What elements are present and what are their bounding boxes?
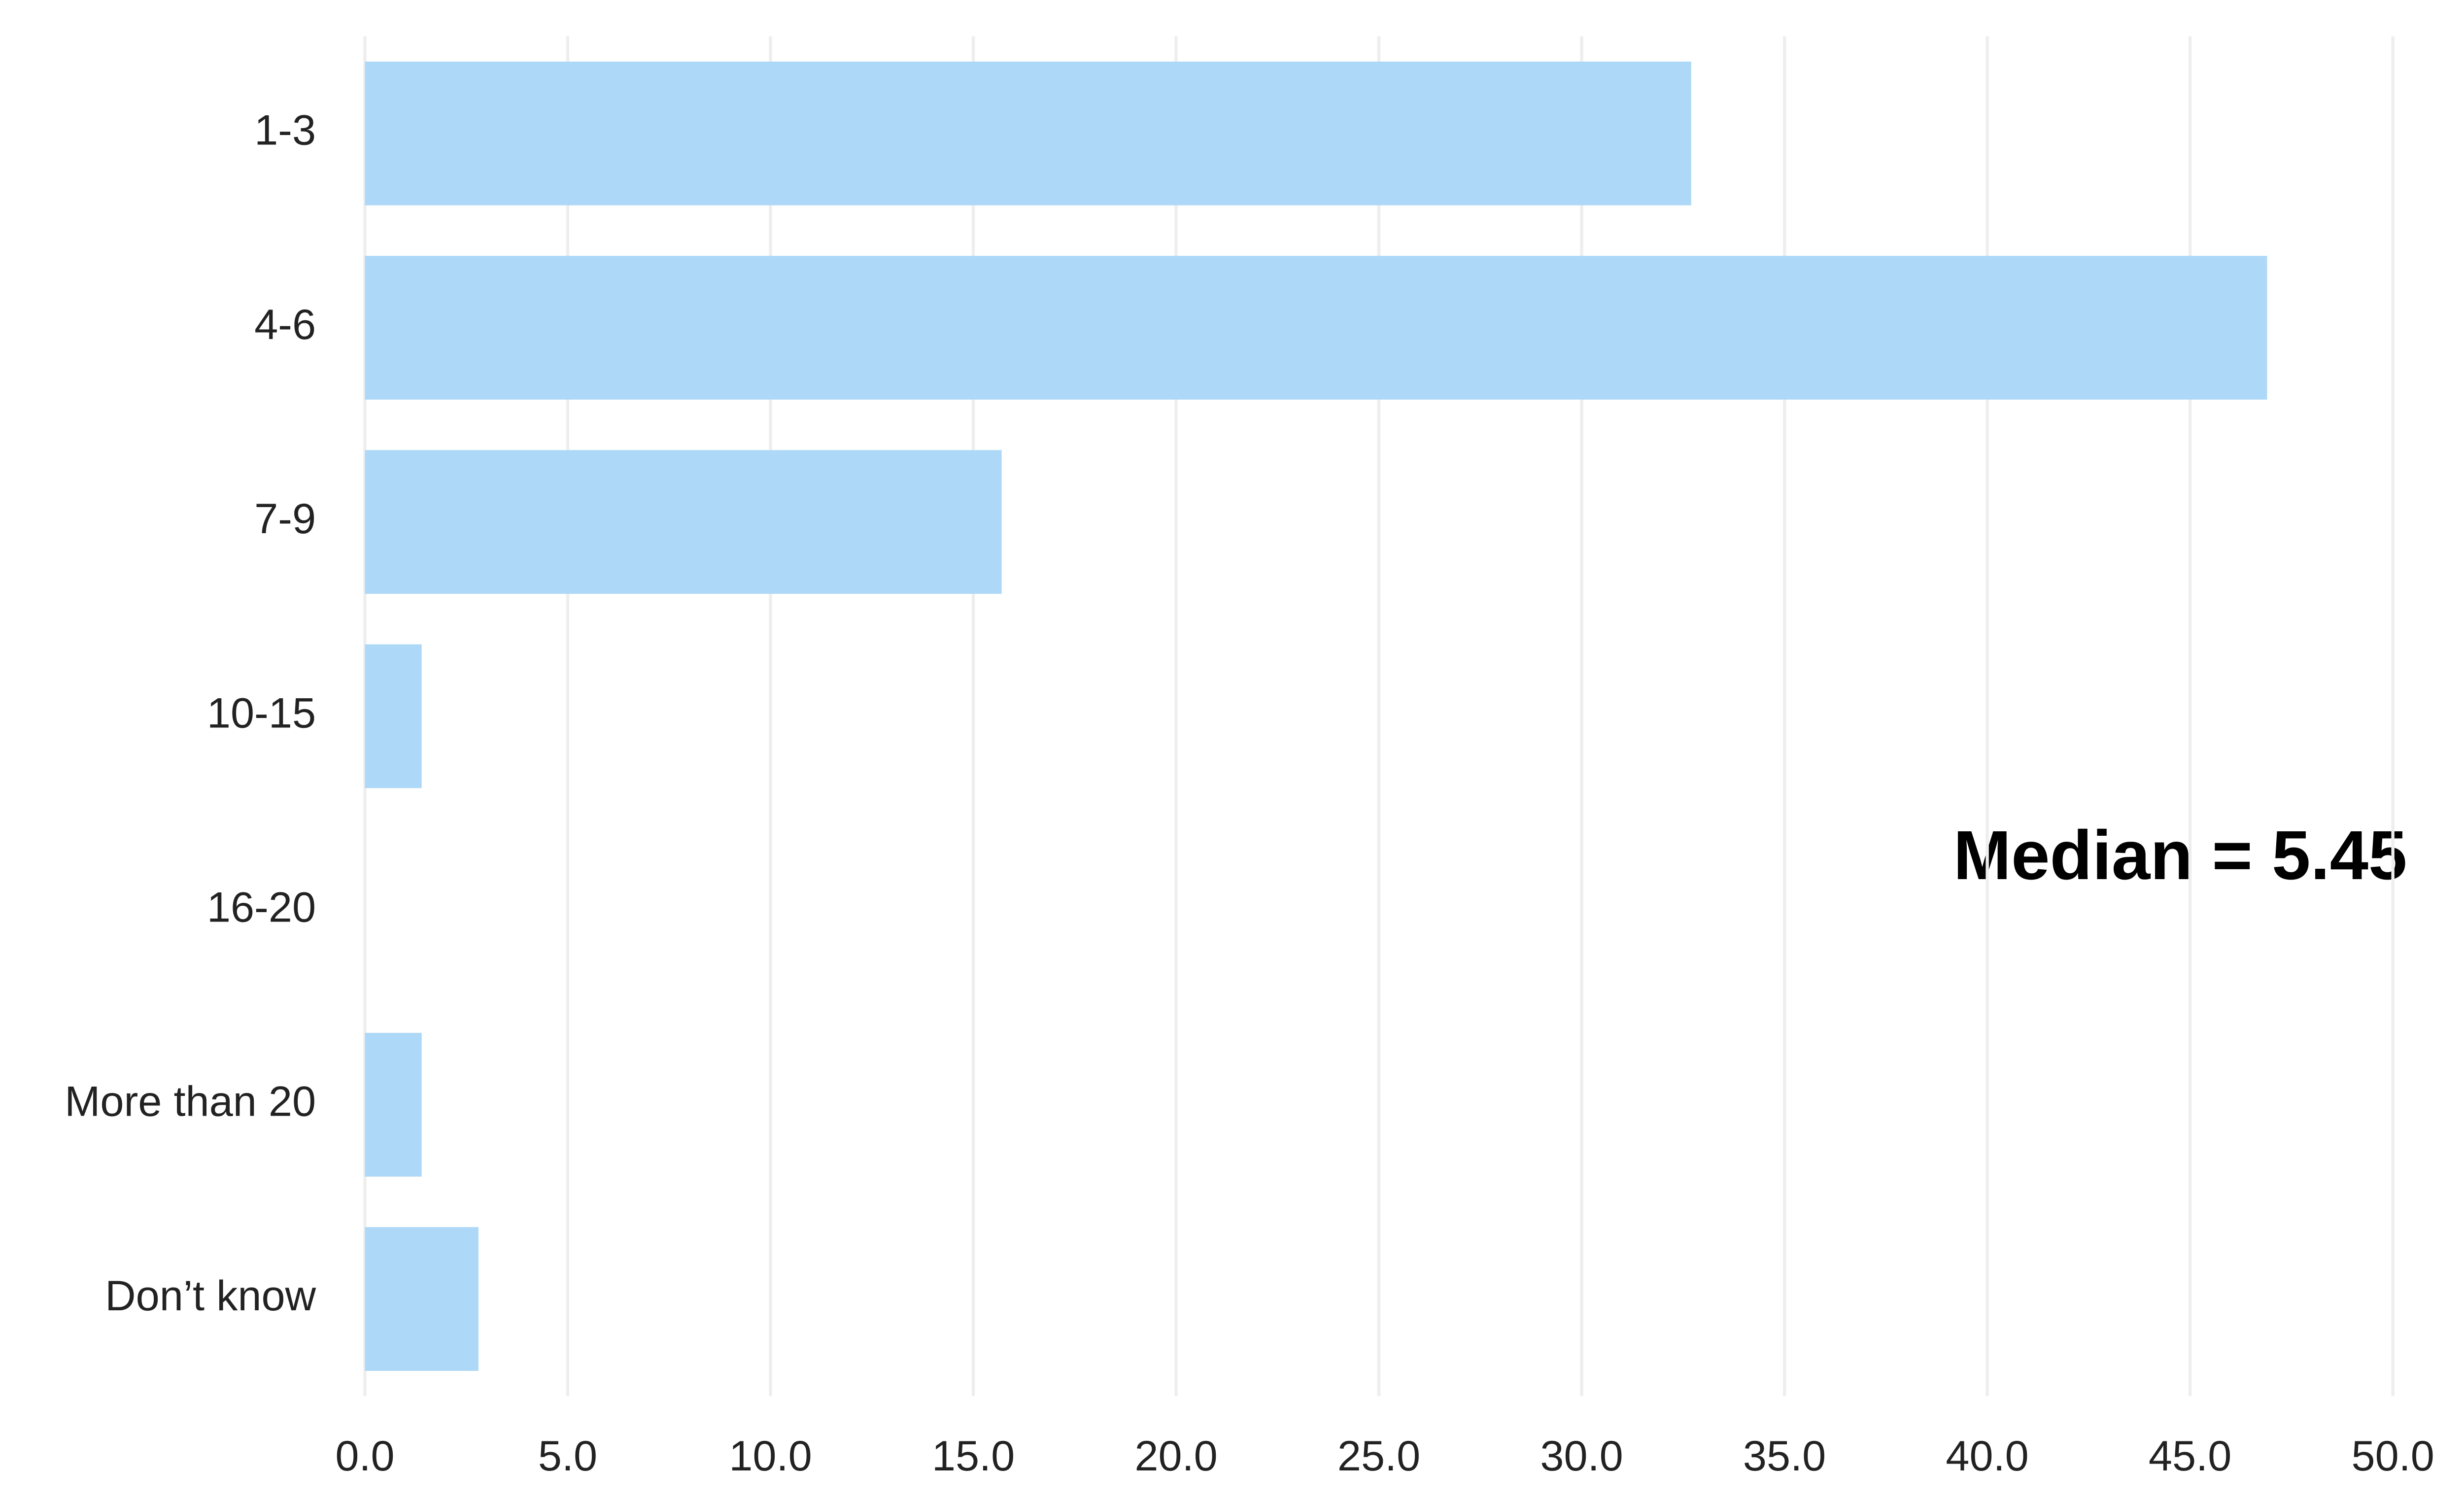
y-tick-label: More than 20 <box>65 1078 316 1126</box>
y-tick-label: 7-9 <box>254 495 316 543</box>
y-tick-label: 10-15 <box>207 689 316 737</box>
x-tick-label: 40.0 <box>1946 1433 2028 1480</box>
bar <box>365 61 1691 205</box>
y-tick-label: 1-3 <box>254 107 316 154</box>
x-tick-label: 0.0 <box>335 1433 394 1480</box>
bar <box>365 1033 422 1177</box>
x-tick-label: 15.0 <box>932 1433 1015 1480</box>
x-tick-label: 5.0 <box>538 1433 597 1480</box>
bar <box>365 256 2267 400</box>
y-tick-label: 4-6 <box>254 301 316 348</box>
x-tick-label: 20.0 <box>1134 1433 1217 1480</box>
x-tick-label: 50.0 <box>2351 1433 2434 1480</box>
y-tick-label: 16-20 <box>207 884 316 931</box>
x-tick-label: 35.0 <box>1743 1433 1826 1480</box>
bar <box>365 644 422 788</box>
bar <box>365 1227 479 1371</box>
x-tick-label: 30.0 <box>1540 1433 1623 1480</box>
x-tick-label: 25.0 <box>1337 1433 1420 1480</box>
y-tick-label: Don’t know <box>105 1272 316 1320</box>
x-tick-label: 10.0 <box>729 1433 812 1480</box>
bar <box>365 450 1002 594</box>
annotation: Median = 5.45 <box>1953 816 2407 894</box>
x-tick-label: 45.0 <box>2149 1433 2231 1480</box>
